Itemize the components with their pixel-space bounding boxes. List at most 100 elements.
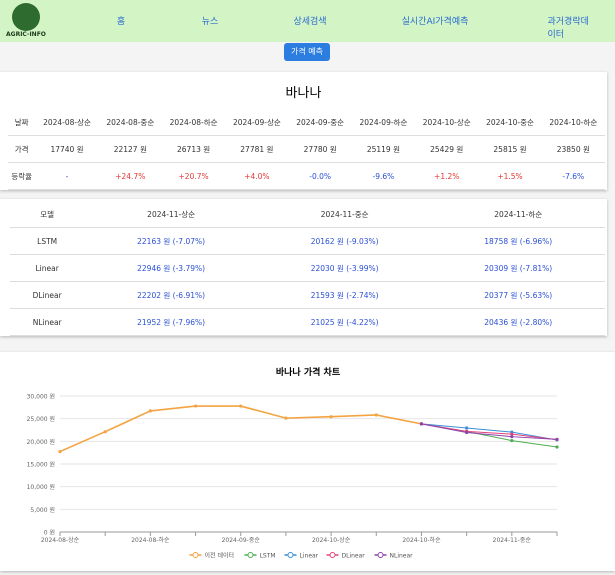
table-cell: 27781 원 [225,135,289,163]
table-cell: 2024-09-중순 [288,109,352,136]
table-cell: -7.6% [541,162,605,190]
table-cell: -0.0% [288,162,352,190]
table-cell: 20436 원 (-2.80%) [431,308,605,336]
legend-swatch [192,552,199,558]
x-tick-label: 2024-10-하순 [402,536,441,544]
table-cell: 2024-08-중순 [98,109,162,136]
legend-label: NLinear [390,553,414,560]
page-title: 바나나 [285,86,322,101]
table-cell: 2024-10-하순 [541,109,605,136]
legend-label: DLinear [342,553,366,560]
data-point [510,438,514,443]
table-cell: 2024-09-상순 [225,109,289,136]
table-cell: LSTM [10,227,85,255]
y-tick-label: 20,000 원 [27,438,55,446]
table-cell: NLinear [10,308,85,336]
table-cell: 22202 원 (-6.91%) [84,281,258,309]
data-point [374,413,378,417]
table-cell: 2024-11-하순 [431,201,605,228]
series-line [59,405,422,453]
table-cell: 22946 원 (-3.79%) [84,254,258,282]
table-cell: 22127 원 [98,135,162,163]
table-cell: 21952 원 (-7.96%) [84,308,258,336]
y-tick-label: 10,000 원 [27,483,55,491]
legend-swatch [329,552,336,558]
y-tick-label: 25,000 원 [27,415,55,423]
nav-item[interactable]: 실시간AI가격예측 [401,17,469,27]
table-cell: 23850 원 [541,135,605,163]
table-cell: 2024-08-상순 [35,109,99,136]
legend-label: LSTM [260,553,276,560]
table-cell: 20377 원 (-5.63%) [431,281,605,309]
chart: 바나나 가격 차트 0 원 5,000 원 10,000 원 15,000 원 20,0… [27,366,559,560]
nav-item[interactable]: 과거경락데이터 [547,17,589,40]
table-cell: 2024-11-중순 [257,201,432,228]
legend-swatch [377,552,384,558]
nav-item[interactable]: 뉴스 [201,17,219,27]
y-tick-label: 15,000 원 [27,461,55,469]
y-tick-label: 0 원 [44,529,55,537]
table-cell: 25815 원 [478,135,542,163]
legend-swatch [287,552,294,558]
y-tick-label: 5,000 원 [30,506,55,514]
logo-text: AGRIC-INFO [6,31,46,38]
x-tick-label: 2024-11-중순 [493,537,532,544]
x-tick-label: 2024-10-상순 [312,536,351,544]
table-cell: 26713 원 [161,135,226,163]
table-cell: 날짜 [8,109,36,136]
table-cell: 22030 원 (-3.99%) [257,254,432,282]
nav-item[interactable]: 상세검색 [293,17,327,27]
table-cell: -9.6% [351,162,416,190]
model-card: 모델 2024-11-상순 2024-11-중순 2024-11-하순 LSTM 2216… [0,199,607,336]
table-row: Linear 22946 원 (-3.79%) 22030 원 (-3.99%) 20… [10,254,605,282]
y-tick-label: 30,000 원 [27,393,55,401]
table-cell: 가격 [8,135,36,163]
model-table: 모델 2024-11-상순 2024-11-중순 2024-11-하순 LSTM 2216… [10,201,605,336]
table-cell: +1.2% [415,162,479,190]
nav-item[interactable]: 홈 [116,17,126,27]
table-cell: +4.0% [225,162,289,190]
table-row: DLinear 22202 원 (-6.91%) 21593 원 (-2.74%) 2… [10,281,605,309]
table-cell: 2024-08-하순 [161,109,226,136]
data-point [465,426,469,430]
table-cell: 25429 원 [415,135,479,163]
table-cell: 2024-10-상순 [415,109,479,136]
predict-button[interactable]: 가격 예측 [284,43,330,61]
legend-label: Linear [300,553,319,560]
table-cell: 22163 원 (-7.07%) [84,227,258,255]
data-point [419,422,424,426]
table-cell: 2024-10-중순 [478,109,542,136]
table-cell: +24.7% [98,162,162,190]
table-cell: 2024-11-상순 [84,201,258,228]
data-point [284,416,288,420]
series-line [421,423,558,441]
price-table: 날짜 2024-08-상순 2024-08-중순 2024-08-하순 2024-09-… [8,109,605,190]
data-point [510,435,514,439]
table-cell: 17740 원 [35,135,99,163]
table-cell: +1.5% [478,162,542,190]
x-tick-label: 2024-09-중순 [222,537,261,544]
legend-label: 이전 데이터 [205,552,235,560]
table-row: 가격 17740 원 22127 원 26713 원 27781 원 27780 원 251… [8,135,605,163]
table-cell: Linear [10,254,85,282]
table-cell: +20.7% [161,162,226,190]
legend-swatch [247,552,254,558]
series-line [421,423,558,441]
table-row: 모델 2024-11-상순 2024-11-중순 2024-11-하순 [10,201,605,228]
chart-card: 바나나 가격 차트 0 원 5,000 원 10,000 원 15,000 원 20,0… [0,352,615,571]
table-cell: 2024-09-하순 [351,109,416,136]
table-cell: 20162 원 (-9.03%) [257,227,432,255]
table-cell: DLinear [10,281,85,309]
series-line [421,423,558,440]
data-point [555,437,559,441]
table-cell: 18758 원 (-6.96%) [431,227,605,255]
table-cell: - [35,162,99,190]
table-cell: 27780 원 [288,135,352,163]
table-cell: 21025 원 (-4.22%) [257,308,432,336]
logo[interactable] [12,3,40,31]
x-tick-label: 2024-08-하순 [131,536,170,544]
table-cell: 20309 원 (-7.81%) [431,254,605,282]
table-row: NLinear 21952 원 (-7.96%) 21025 원 (-4.22%) 2… [10,308,605,336]
x-tick-label: 2024-08-상순 [41,536,80,544]
